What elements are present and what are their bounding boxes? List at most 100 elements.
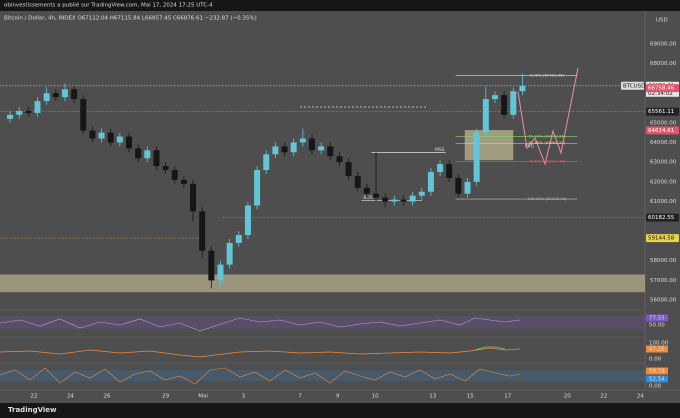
x-tick-label: 9	[336, 394, 340, 400]
indicator-label: 77.55	[649, 316, 665, 322]
candle-body	[254, 170, 261, 206]
x-tick-label: 24	[637, 394, 644, 400]
candle-body	[290, 142, 297, 153]
price-tag	[646, 126, 679, 135]
fib-label: 100.00% (61125.46)	[527, 196, 567, 201]
fib-label: 0.00% (67403.35)	[530, 72, 565, 77]
x-tick-label: 13	[429, 394, 436, 400]
indicator-label: 0.00	[649, 384, 662, 390]
x-tick-label: 29	[162, 394, 169, 400]
candle-body	[345, 162, 352, 176]
price-tag-label: 59144.58	[648, 236, 675, 242]
candle-body	[464, 181, 471, 194]
candle-body	[52, 93, 59, 98]
candle-body	[199, 211, 206, 251]
candle-body	[16, 110, 23, 115]
y-tick-label: 65000.00	[650, 120, 677, 126]
projection-path	[517, 67, 579, 166]
y-tick-label: 58000.00	[650, 258, 677, 264]
price-tag	[646, 213, 679, 222]
candle-body	[43, 93, 50, 102]
zone	[464, 130, 514, 161]
candle-body	[491, 95, 498, 100]
price-tag	[646, 84, 679, 93]
indicator-panes	[0, 309, 645, 385]
level-label: MSS	[435, 147, 445, 153]
fib-label: 78.60% (63025.46)	[528, 159, 565, 164]
y-tick-label: 57000.00	[650, 278, 677, 284]
candle-body	[235, 235, 242, 243]
candle-body	[473, 132, 480, 182]
candle-body	[180, 179, 187, 184]
candle-body	[34, 101, 41, 113]
candle-body	[391, 199, 398, 202]
candle-body	[354, 175, 361, 188]
candle-body	[7, 114, 14, 119]
price-tag-label: 65561.11	[648, 109, 674, 115]
candle-body	[308, 138, 315, 151]
candle-body	[116, 136, 123, 143]
candle-body	[418, 191, 425, 196]
candle-body	[501, 95, 508, 115]
indicator-label: 100.00	[649, 341, 669, 347]
x-tick-label: Mai	[198, 394, 208, 400]
candle-body	[510, 91, 517, 115]
symbol: BTCUSD	[623, 83, 645, 89]
currency: USD	[656, 18, 668, 24]
x-tick-label: 24	[67, 394, 74, 400]
candle-body	[409, 195, 416, 202]
candle-body	[80, 99, 87, 131]
candle-body	[327, 146, 334, 157]
candle-body	[244, 205, 251, 236]
candle-body	[135, 148, 142, 159]
candle-body	[98, 132, 105, 139]
candle-body	[71, 89, 78, 100]
x-tick-label: 17	[504, 394, 511, 400]
price-tag-label: 66758.46	[648, 86, 675, 92]
candle-body	[89, 130, 96, 139]
y-tick-label: 64000.00	[650, 140, 677, 146]
symbol-tag	[621, 81, 644, 90]
x-tick-label: 15	[467, 394, 474, 400]
indicator-label: 50.00	[649, 323, 665, 329]
indicator-label: 67.25	[649, 347, 665, 353]
indicator-label: 52.54	[649, 377, 665, 383]
candle-body	[190, 183, 197, 212]
candle-body	[144, 150, 151, 159]
indicator-tag	[646, 367, 668, 375]
x-tick-label: 22	[600, 394, 607, 400]
y-tick-label: 68000.00	[650, 61, 677, 67]
candle-body	[455, 177, 462, 194]
candle-body	[126, 136, 132, 149]
candle-body	[382, 197, 389, 202]
oscillator-signal	[474, 346, 506, 351]
stoch-line	[0, 367, 521, 385]
candle-body	[373, 193, 380, 198]
candle-body	[400, 199, 407, 202]
price-tag	[646, 107, 679, 116]
candle-body	[25, 110, 32, 113]
candle-body	[263, 154, 270, 171]
indicator-tag	[646, 375, 668, 383]
level-label: BOS	[363, 195, 373, 201]
x-tick-label: 26	[104, 394, 111, 400]
candle-body	[171, 170, 178, 180]
candle-body	[226, 242, 233, 265]
symbol-line: Bitcoin / Dollar, 4h, INDEX O67112.04 H6…	[4, 16, 257, 22]
candle-body	[217, 264, 224, 281]
x-tick-label: 20	[564, 394, 571, 400]
candle-body	[299, 138, 306, 143]
candle-body	[363, 187, 370, 194]
indicator-label: 0.00	[649, 357, 662, 363]
candle-body	[446, 164, 453, 178]
publisher: obinvestissements a publié sur TradingVi…	[4, 2, 213, 9]
y-tick-label: 61000.00	[650, 199, 677, 205]
candle-body	[336, 156, 343, 163]
rsi-line	[0, 317, 521, 332]
price-tag-label: 64614.61	[648, 128, 674, 134]
indicator-tag	[646, 314, 668, 322]
oscillator-line	[0, 347, 521, 358]
indicator-tag	[646, 345, 668, 353]
price-tag-label: 60182.55	[648, 215, 675, 221]
candle-body	[107, 132, 114, 143]
